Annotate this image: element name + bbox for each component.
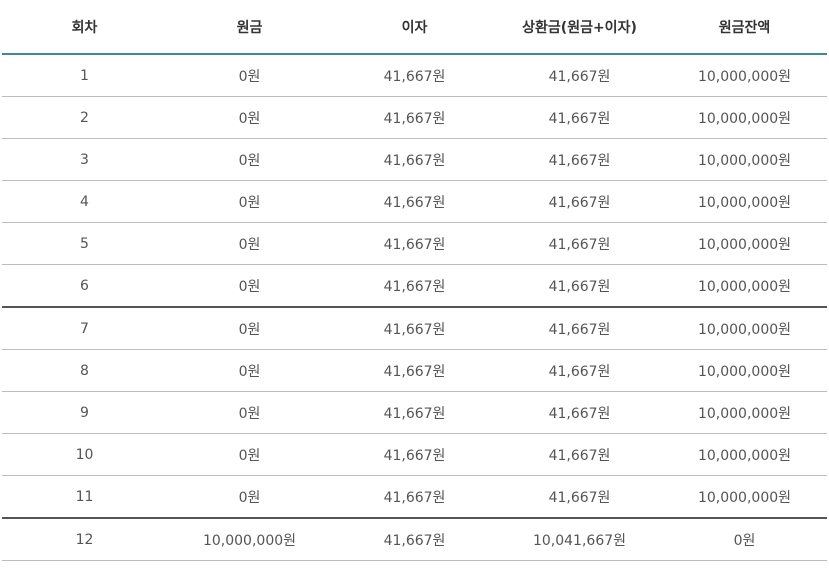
cell-balance: 10,000,000원 bbox=[662, 433, 827, 476]
cell-principal: 0원 bbox=[167, 264, 332, 308]
cell-interest: 41,667원 bbox=[332, 518, 497, 561]
cell-balance: 10,000,000원 bbox=[662, 307, 827, 350]
cell-installment: 8 bbox=[2, 349, 167, 392]
table-row: 3 0원 41,667원 41,667원 10,000,000원 bbox=[2, 138, 827, 181]
cell-balance: 10,000,000원 bbox=[662, 264, 827, 308]
cell-principal: 0원 bbox=[167, 222, 332, 265]
cell-principal: 0원 bbox=[167, 391, 332, 434]
cell-installment: 3 bbox=[2, 138, 167, 181]
cell-interest: 41,667원 bbox=[332, 180, 497, 223]
cell-installment: 6 bbox=[2, 264, 167, 308]
cell-installment: 4 bbox=[2, 180, 167, 223]
cell-balance: 10,000,000원 bbox=[662, 222, 827, 265]
cell-interest: 41,667원 bbox=[332, 138, 497, 181]
cell-installment: 9 bbox=[2, 391, 167, 434]
cell-principal: 0원 bbox=[167, 349, 332, 392]
cell-repayment: 41,667원 bbox=[497, 138, 662, 181]
table-row: 11 0원 41,667원 41,667원 10,000,000원 bbox=[2, 475, 827, 519]
cell-balance: 10,000,000원 bbox=[662, 54, 827, 97]
cell-balance: 0원 bbox=[662, 518, 827, 561]
cell-balance: 10,000,000원 bbox=[662, 180, 827, 223]
cell-principal: 0원 bbox=[167, 138, 332, 181]
cell-installment: 10 bbox=[2, 433, 167, 476]
cell-repayment: 41,667원 bbox=[497, 54, 662, 97]
cell-installment: 11 bbox=[2, 475, 167, 519]
cell-interest: 41,667원 bbox=[332, 54, 497, 97]
repayment-schedule-table: 회차 원금 이자 상환금(원금+이자) 원금잔액 1 0원 41,667원 41… bbox=[2, 0, 827, 561]
cell-repayment: 41,667원 bbox=[497, 391, 662, 434]
cell-principal: 0원 bbox=[167, 180, 332, 223]
table-row: 7 0원 41,667원 41,667원 10,000,000원 bbox=[2, 307, 827, 350]
cell-principal: 0원 bbox=[167, 96, 332, 139]
table-row: 5 0원 41,667원 41,667원 10,000,000원 bbox=[2, 222, 827, 265]
header-repayment: 상환금(원금+이자) bbox=[497, 0, 662, 55]
cell-balance: 10,000,000원 bbox=[662, 391, 827, 434]
table-row: 12 10,000,000원 41,667원 10,041,667원 0원 bbox=[2, 518, 827, 561]
table-row: 8 0원 41,667원 41,667원 10,000,000원 bbox=[2, 349, 827, 392]
cell-principal: 10,000,000원 bbox=[167, 518, 332, 561]
cell-repayment: 41,667원 bbox=[497, 180, 662, 223]
header-remaining-balance: 원금잔액 bbox=[662, 0, 827, 55]
cell-principal: 0원 bbox=[167, 307, 332, 350]
cell-interest: 41,667원 bbox=[332, 222, 497, 265]
table-row: 1 0원 41,667원 41,667원 10,000,000원 bbox=[2, 54, 827, 97]
header-interest: 이자 bbox=[332, 0, 497, 55]
cell-balance: 10,000,000원 bbox=[662, 138, 827, 181]
cell-balance: 10,000,000원 bbox=[662, 475, 827, 519]
header-installment: 회차 bbox=[2, 0, 167, 55]
cell-repayment: 10,041,667원 bbox=[497, 518, 662, 561]
cell-interest: 41,667원 bbox=[332, 433, 497, 476]
cell-interest: 41,667원 bbox=[332, 475, 497, 519]
table-row: 10 0원 41,667원 41,667원 10,000,000원 bbox=[2, 433, 827, 476]
table-row: 4 0원 41,667원 41,667원 10,000,000원 bbox=[2, 180, 827, 223]
header-row: 회차 원금 이자 상환금(원금+이자) 원금잔액 bbox=[2, 0, 827, 55]
cell-balance: 10,000,000원 bbox=[662, 349, 827, 392]
cell-interest: 41,667원 bbox=[332, 264, 497, 308]
table-row: 9 0원 41,667원 41,667원 10,000,000원 bbox=[2, 391, 827, 434]
cell-installment: 5 bbox=[2, 222, 167, 265]
cell-principal: 0원 bbox=[167, 475, 332, 519]
cell-repayment: 41,667원 bbox=[497, 349, 662, 392]
cell-interest: 41,667원 bbox=[332, 391, 497, 434]
table-row: 6 0원 41,667원 41,667원 10,000,000원 bbox=[2, 264, 827, 308]
cell-installment: 2 bbox=[2, 96, 167, 139]
cell-principal: 0원 bbox=[167, 433, 332, 476]
table-body: 1 0원 41,667원 41,667원 10,000,000원 2 0원 41… bbox=[2, 54, 827, 561]
cell-installment: 12 bbox=[2, 518, 167, 561]
header-principal: 원금 bbox=[167, 0, 332, 55]
cell-installment: 1 bbox=[2, 54, 167, 97]
cell-interest: 41,667원 bbox=[332, 307, 497, 350]
cell-repayment: 41,667원 bbox=[497, 475, 662, 519]
cell-balance: 10,000,000원 bbox=[662, 96, 827, 139]
cell-interest: 41,667원 bbox=[332, 96, 497, 139]
cell-installment: 7 bbox=[2, 307, 167, 350]
cell-repayment: 41,667원 bbox=[497, 96, 662, 139]
cell-repayment: 41,667원 bbox=[497, 264, 662, 308]
cell-repayment: 41,667원 bbox=[497, 433, 662, 476]
cell-repayment: 41,667원 bbox=[497, 222, 662, 265]
cell-repayment: 41,667원 bbox=[497, 307, 662, 350]
table-row: 2 0원 41,667원 41,667원 10,000,000원 bbox=[2, 96, 827, 139]
table-header: 회차 원금 이자 상환금(원금+이자) 원금잔액 bbox=[2, 0, 827, 55]
cell-interest: 41,667원 bbox=[332, 349, 497, 392]
cell-principal: 0원 bbox=[167, 54, 332, 97]
